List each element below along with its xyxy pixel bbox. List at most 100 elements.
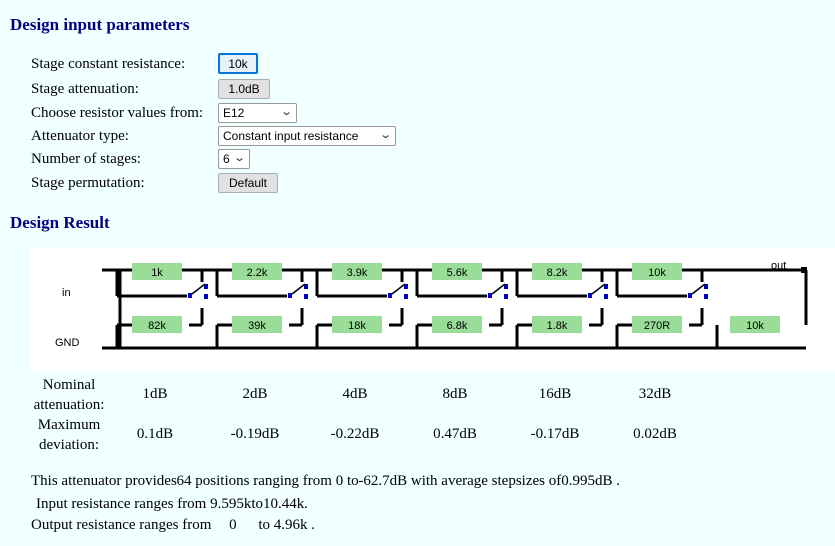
shunt-resistor-label: 1.8k	[547, 320, 568, 332]
output-resistance-max: 4.96k	[273, 517, 308, 533]
series-resistor	[232, 263, 282, 280]
output-resistor-label: 10k	[746, 320, 764, 332]
stages-value: 6	[223, 152, 230, 166]
series-resistor	[132, 263, 182, 280]
shunt-resistor	[432, 316, 482, 333]
switch-contact	[204, 294, 208, 299]
attenuator-type-select[interactable]: Constant input resistance ⌄	[218, 126, 396, 146]
type-label: Attenuator type:	[31, 128, 129, 144]
shunt-resistor	[232, 316, 282, 333]
switch-arm	[591, 283, 606, 295]
in-label: in	[62, 287, 71, 299]
nominal-attenuation-cell: 8dB	[442, 386, 468, 402]
input-resistance-min: 9.595k	[210, 496, 252, 512]
attenuator-type-value: Constant input resistance	[223, 129, 359, 143]
nominal-attenuation-cell: 16dB	[538, 386, 572, 402]
summary-text: with average stepsizes of	[410, 473, 562, 489]
chevron-down-icon: ⌄	[279, 106, 293, 118]
switch-arm	[291, 283, 306, 295]
summary-text: Output resistance ranges from	[31, 517, 212, 533]
resistor-series-select[interactable]: E12 ⌄	[218, 103, 297, 123]
nominal-attenuation-cell: 1dB	[142, 386, 168, 402]
series-resistor-label: 8.2k	[547, 267, 568, 279]
summary-dot: .	[616, 473, 620, 489]
attenuation-label: Stage attenuation:	[31, 81, 139, 97]
series-resistor-label: 10k	[648, 267, 666, 279]
shunt-resistor	[632, 316, 682, 333]
chevron-down-icon: ⌄	[378, 129, 392, 141]
switch-contact	[688, 293, 692, 298]
stages-label: Number of stages:	[31, 151, 141, 167]
stages-select[interactable]: 6 ⌄	[218, 149, 250, 169]
series-resistor-label: 2.2k	[247, 267, 268, 279]
nominal-attenuation-cell: 32dB	[638, 386, 672, 402]
series-resistor	[332, 263, 382, 280]
circuit-parts: 1k 82k 2.2k 39k 3.9k 18k 5.6k 6.8k 8.2k 1.8k 10k 27…	[132, 263, 780, 333]
shunt-resistor	[332, 316, 382, 333]
shunt-resistor-label: 270R	[644, 320, 670, 332]
shunt-resistor	[132, 316, 182, 333]
resistance-label: Stage constant resistance:	[31, 56, 186, 72]
maximum-deviation-cell: 0.02dB	[633, 426, 677, 442]
shunt-resistor	[532, 316, 582, 333]
switch-arm	[391, 283, 406, 295]
summary-text: to	[258, 517, 271, 533]
out-node	[801, 267, 807, 273]
series-resistor	[532, 263, 582, 280]
switch-contact	[504, 284, 508, 289]
maximum-deviation-cell: 0.1dB	[136, 426, 174, 442]
chevron-down-icon: ⌄	[232, 152, 246, 164]
input-resistance-max: 10.44k	[263, 496, 305, 512]
switch-contact	[188, 293, 192, 298]
output-resistor	[730, 316, 780, 333]
series-resistor	[432, 263, 482, 280]
maximum-deviation-label: Maximum deviation:	[37, 417, 101, 453]
nominal-attenuation-label: Nominal attenuation:	[33, 377, 105, 413]
design-result-heading: Design Result	[10, 213, 110, 232]
series-resistor-label: 5.6k	[447, 267, 468, 279]
positions-count: 64	[176, 473, 192, 489]
design-params-heading: Design input parameters	[10, 15, 190, 34]
maximum-deviation-cell: -0.19dB	[230, 426, 280, 442]
shunt-resistor-label: 18k	[348, 320, 366, 332]
summary-line-input-resistance: Input resistance ranges from 9.595kto10.…	[36, 496, 308, 513]
series-label: Choose resistor values from:	[31, 105, 204, 121]
stage-resistance-button[interactable]: 10k	[218, 53, 258, 74]
shunt-resistor-label: 6.8k	[447, 320, 468, 332]
switch-contact	[604, 294, 608, 299]
switch-contact	[704, 284, 708, 289]
maximum-deviation-cell: 0.47dB	[433, 426, 477, 442]
summary-text: Input resistance ranges from	[36, 496, 207, 512]
stage-attenuation-button[interactable]: 1.0dB	[218, 79, 270, 99]
attenuation-range: -62.7dB	[358, 473, 408, 489]
switch-contact	[588, 293, 592, 298]
switch-contact	[704, 294, 708, 299]
switch-contact	[204, 284, 208, 289]
summary-text: This attenuator provides	[31, 473, 177, 489]
series-resistor-label: 1k	[151, 267, 163, 279]
switch-contact	[288, 293, 292, 298]
switch-contact	[388, 293, 392, 298]
summary-dot: .	[304, 496, 308, 512]
shunt-resistor-label: 39k	[248, 320, 266, 332]
switch-arm	[191, 283, 206, 295]
stage-permutation-button[interactable]: Default	[218, 173, 278, 193]
switch-contact	[488, 293, 492, 298]
output-resistance-min: 0	[229, 517, 237, 533]
maximum-deviation-cell: -0.17dB	[530, 426, 580, 442]
gnd-label: GND	[55, 337, 80, 349]
switch-contact	[304, 284, 308, 289]
nominal-attenuation-cell: 4dB	[342, 386, 368, 402]
switch-contact	[304, 294, 308, 299]
series-resistor	[632, 263, 682, 280]
summary-dot: .	[311, 517, 316, 533]
switch-contact	[404, 294, 408, 299]
nominal-attenuation-cell: 2dB	[242, 386, 268, 402]
average-step: 0.995dB	[561, 473, 613, 489]
switch-arm	[691, 283, 706, 295]
switch-contact	[604, 284, 608, 289]
summary-text: positions ranging from 0 to	[195, 473, 359, 489]
maximum-deviation-cell: -0.22dB	[330, 426, 380, 442]
attenuator-schematic: in GND out 1k82k2.2k39k3.9k18k5.6k6.8k8.…	[30, 248, 835, 372]
switch-arm	[491, 283, 506, 295]
